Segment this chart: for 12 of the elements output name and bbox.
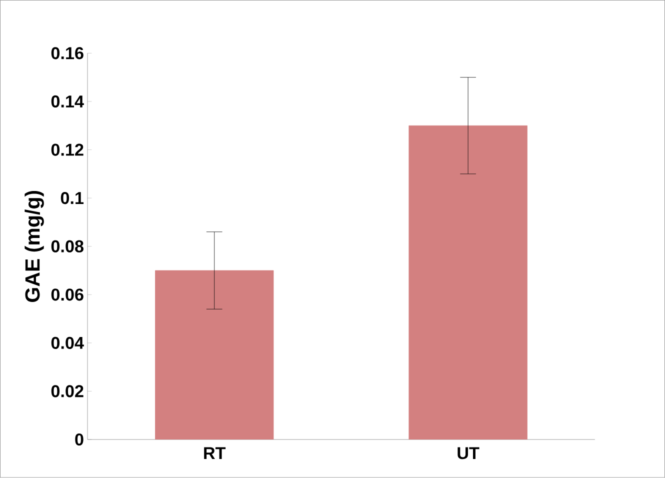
- x-tick-label: RT: [204, 447, 226, 460]
- y-tick-label: 0.1: [60, 192, 84, 204]
- y-tick-label: 0.16: [51, 47, 84, 60]
- y-axis-title: GAE (mg/g): [24, 191, 44, 302]
- x-tick-label: UT: [458, 447, 480, 460]
- y-tick-label: 0: [75, 434, 84, 446]
- y-tick-label: 0.06: [51, 288, 84, 301]
- y-tick-label: 0.04: [51, 337, 84, 350]
- y-tick-label: 0.12: [51, 144, 84, 156]
- y-tick-label: 0.02: [51, 385, 84, 398]
- y-tick-label: 0.14: [51, 96, 84, 108]
- y-tick-label: 0.08: [51, 240, 84, 253]
